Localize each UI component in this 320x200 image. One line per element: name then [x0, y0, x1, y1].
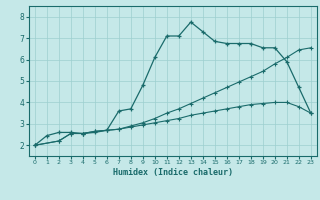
X-axis label: Humidex (Indice chaleur): Humidex (Indice chaleur)	[113, 168, 233, 177]
